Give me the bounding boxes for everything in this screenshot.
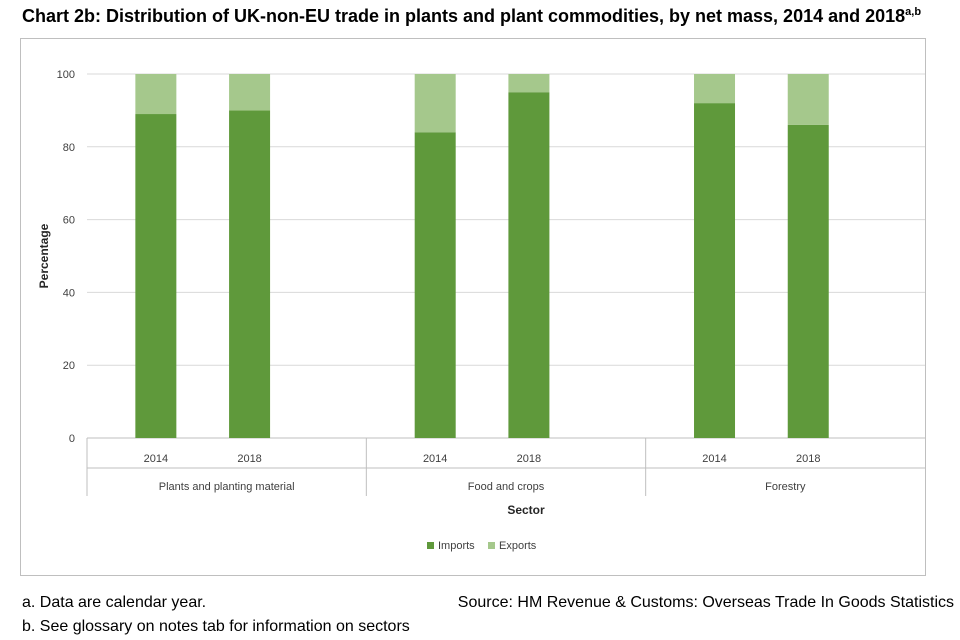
y-tick-label: 40 <box>63 287 75 299</box>
y-tick-label: 20 <box>63 360 75 372</box>
x-tick-label-year: 2014 <box>423 453 447 465</box>
x-tick-label-year: 2014 <box>702 453 726 465</box>
x-group-label: Food and crops <box>468 481 545 493</box>
y-tick-label: 80 <box>63 142 75 154</box>
x-tick-label-year: 2014 <box>144 453 168 465</box>
x-axis-title: Sector <box>507 503 545 517</box>
x-group-label: Plants and planting material <box>159 481 295 493</box>
x-tick-label-year: 2018 <box>517 453 541 465</box>
chart-area: 0 20 40 60 80 100 Percentage 2014 2018 Plants and… <box>20 38 926 576</box>
y-tick-label: 0 <box>69 433 75 445</box>
imports-bar-plants-and-planting-material-2018 <box>229 110 271 439</box>
exports-bar-forestry-2014 <box>694 74 736 104</box>
legend-swatch-imports <box>427 542 434 549</box>
chart-title: Chart 2b: Distribution of UK-non-EU trad… <box>22 6 922 26</box>
y-axis-title: Percentage <box>37 223 51 288</box>
footnote-a: a. Data are calendar year. <box>22 594 207 611</box>
y-tick-label: 100 <box>57 69 75 81</box>
exports-bar-food-and-crops-2014 <box>414 74 456 133</box>
imports-bar-plants-and-planting-material-2014 <box>135 114 177 438</box>
source-note: Source: HM Revenue & Customs: Overseas T… <box>457 594 954 611</box>
exports-bar-plants-and-planting-material-2018 <box>229 74 271 111</box>
x-tick-label-year: 2018 <box>796 453 820 465</box>
x-group-label: Forestry <box>765 481 806 493</box>
exports-bar-food-and-crops-2018 <box>508 74 550 93</box>
imports-bar-forestry-2018 <box>787 124 829 439</box>
x-tick-label-year: 2018 <box>237 453 261 465</box>
title-superscript: a,b <box>905 6 922 18</box>
legend-swatch-exports <box>488 542 495 549</box>
imports-bar-food-and-crops-2014 <box>414 132 456 438</box>
footnote-b: b. See glossary on notes tab for informa… <box>22 618 410 635</box>
imports-bar-food-and-crops-2018 <box>508 92 550 438</box>
bar-chart: 0 20 40 60 80 100 Percentage 2014 2018 Plants and… <box>37 69 925 552</box>
exports-bar-plants-and-planting-material-2014 <box>135 74 177 115</box>
imports-bar-forestry-2014 <box>694 103 736 439</box>
legend-label-exports: Exports <box>499 540 537 552</box>
exports-bar-forestry-2018 <box>787 74 829 125</box>
legend-label-imports: Imports <box>438 540 475 552</box>
y-tick-label: 60 <box>63 215 75 227</box>
